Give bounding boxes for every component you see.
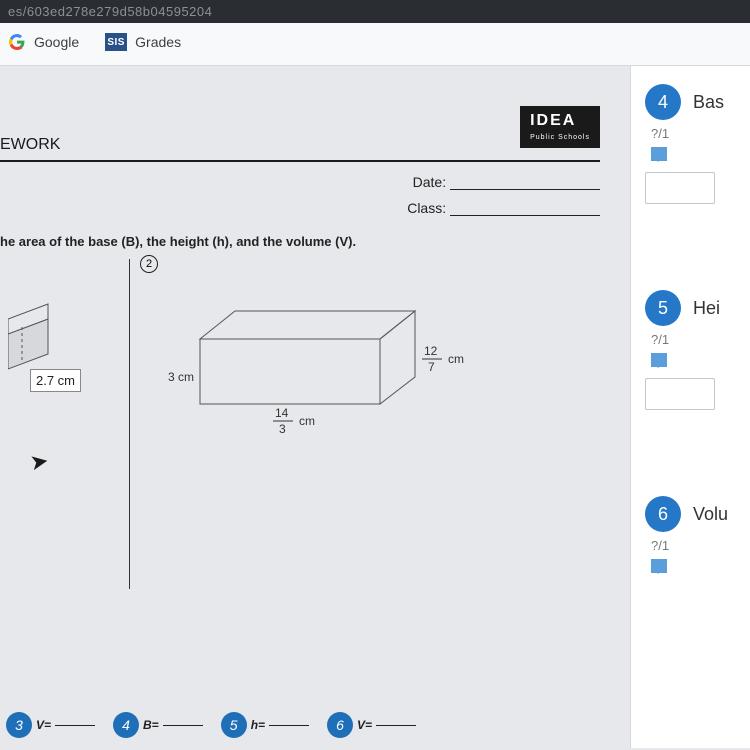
answer-5: 5 h= [221,712,309,738]
answer-label-5: h= [251,718,265,732]
worksheet: IDEA Public Schools EWORK Date: Class: h… [0,66,630,748]
prism-2-depth: 12 7 cm [422,344,464,374]
question-4-title: Bas [693,92,724,113]
svg-text:12: 12 [424,344,438,358]
svg-text:3: 3 [279,422,286,436]
question-5-score: ?/1 [651,332,742,347]
answer-input-5[interactable] [645,378,715,410]
content-area: IDEA Public Schools EWORK Date: Class: h… [0,66,750,748]
chat-icon[interactable] [651,559,667,573]
idea-logo: IDEA Public Schools [520,106,600,148]
question-panel: 4 Bas ?/1 5 Hei ?/1 6 Volu ?/1 [630,66,750,748]
date-label: Date: [413,174,446,190]
question-4-header: 4 Bas [645,84,742,120]
bookmarks-bar: Google SIS Grades [0,23,750,66]
cursor-icon: ➤ [28,448,51,477]
question-6[interactable]: 6 Volu ?/1 [645,496,742,578]
problem-2-number: 2 [140,255,158,273]
question-4-score: ?/1 [651,126,742,141]
answer-bubble-6: 6 [327,712,353,738]
idea-logo-sub: Public Schools [530,134,590,141]
answer-bubble-3: 3 [6,712,32,738]
class-label: Class: [407,200,446,216]
question-5-bubble: 5 [645,290,681,326]
class-field: Class: [0,200,600,216]
problem-2: 2 3 cm 14 3 cm 12 7 [130,259,480,589]
url-fragment: es/603ed278e279d58b04595204 [0,0,750,23]
svg-text:cm: cm [299,414,315,428]
question-6-header: 6 Volu [645,496,742,532]
problem-1: 2.7 cm ➤ [0,259,130,589]
worksheet-header: IDEA Public Schools EWORK [0,136,620,162]
idea-logo-top: IDEA [530,112,590,130]
answer-label-6: V= [357,718,372,732]
worksheet-title: EWORK [0,136,600,162]
question-6-title: Volu [693,504,728,525]
header-fields: Date: Class: [0,162,620,216]
date-line [450,189,600,190]
bookmark-google[interactable]: Google [8,33,79,51]
answer-line [163,725,203,726]
bookmark-grades-label: Grades [135,34,181,50]
answer-line [55,725,95,726]
date-field: Date: [0,174,600,190]
prism-2-height: 3 cm [168,370,194,384]
question-4[interactable]: 4 Bas ?/1 [645,84,742,204]
question-4-bubble: 4 [645,84,681,120]
prism-1-label: 2.7 cm [30,369,81,392]
chat-icon[interactable] [651,353,667,367]
question-5[interactable]: 5 Hei ?/1 [645,290,742,410]
bookmark-grades[interactable]: SIS Grades [105,33,181,51]
question-5-title: Hei [693,298,720,319]
prism-2-width: 14 3 cm [273,406,315,436]
svg-text:cm: cm [448,352,464,366]
answer-6: 6 V= [327,712,416,738]
answer-row: 3 V= 4 B= 5 h= 6 V= [0,712,416,738]
answer-label-4: B= [143,718,159,732]
question-5-header: 5 Hei [645,290,742,326]
answer-label-3: V= [36,718,51,732]
sis-icon: SIS [105,33,127,51]
answer-bubble-4: 4 [113,712,139,738]
google-icon [8,33,26,51]
problems-row: 2.7 cm ➤ 2 3 cm 14 3 cm [0,253,620,589]
svg-text:14: 14 [275,406,289,420]
question-6-bubble: 6 [645,496,681,532]
chat-icon[interactable] [651,147,667,161]
class-line [450,215,600,216]
answer-bubble-5: 5 [221,712,247,738]
bookmark-google-label: Google [34,34,79,50]
instructions: he area of the base (B), the height (h),… [0,226,620,253]
answer-4: 4 B= [113,712,203,738]
answer-line [269,725,309,726]
svg-text:7: 7 [428,360,435,374]
answer-input-4[interactable] [645,172,715,204]
question-6-score: ?/1 [651,538,742,553]
prism-2-figure: 3 cm 14 3 cm 12 7 cm [160,299,490,449]
answer-line [376,725,416,726]
answer-3: 3 V= [6,712,95,738]
